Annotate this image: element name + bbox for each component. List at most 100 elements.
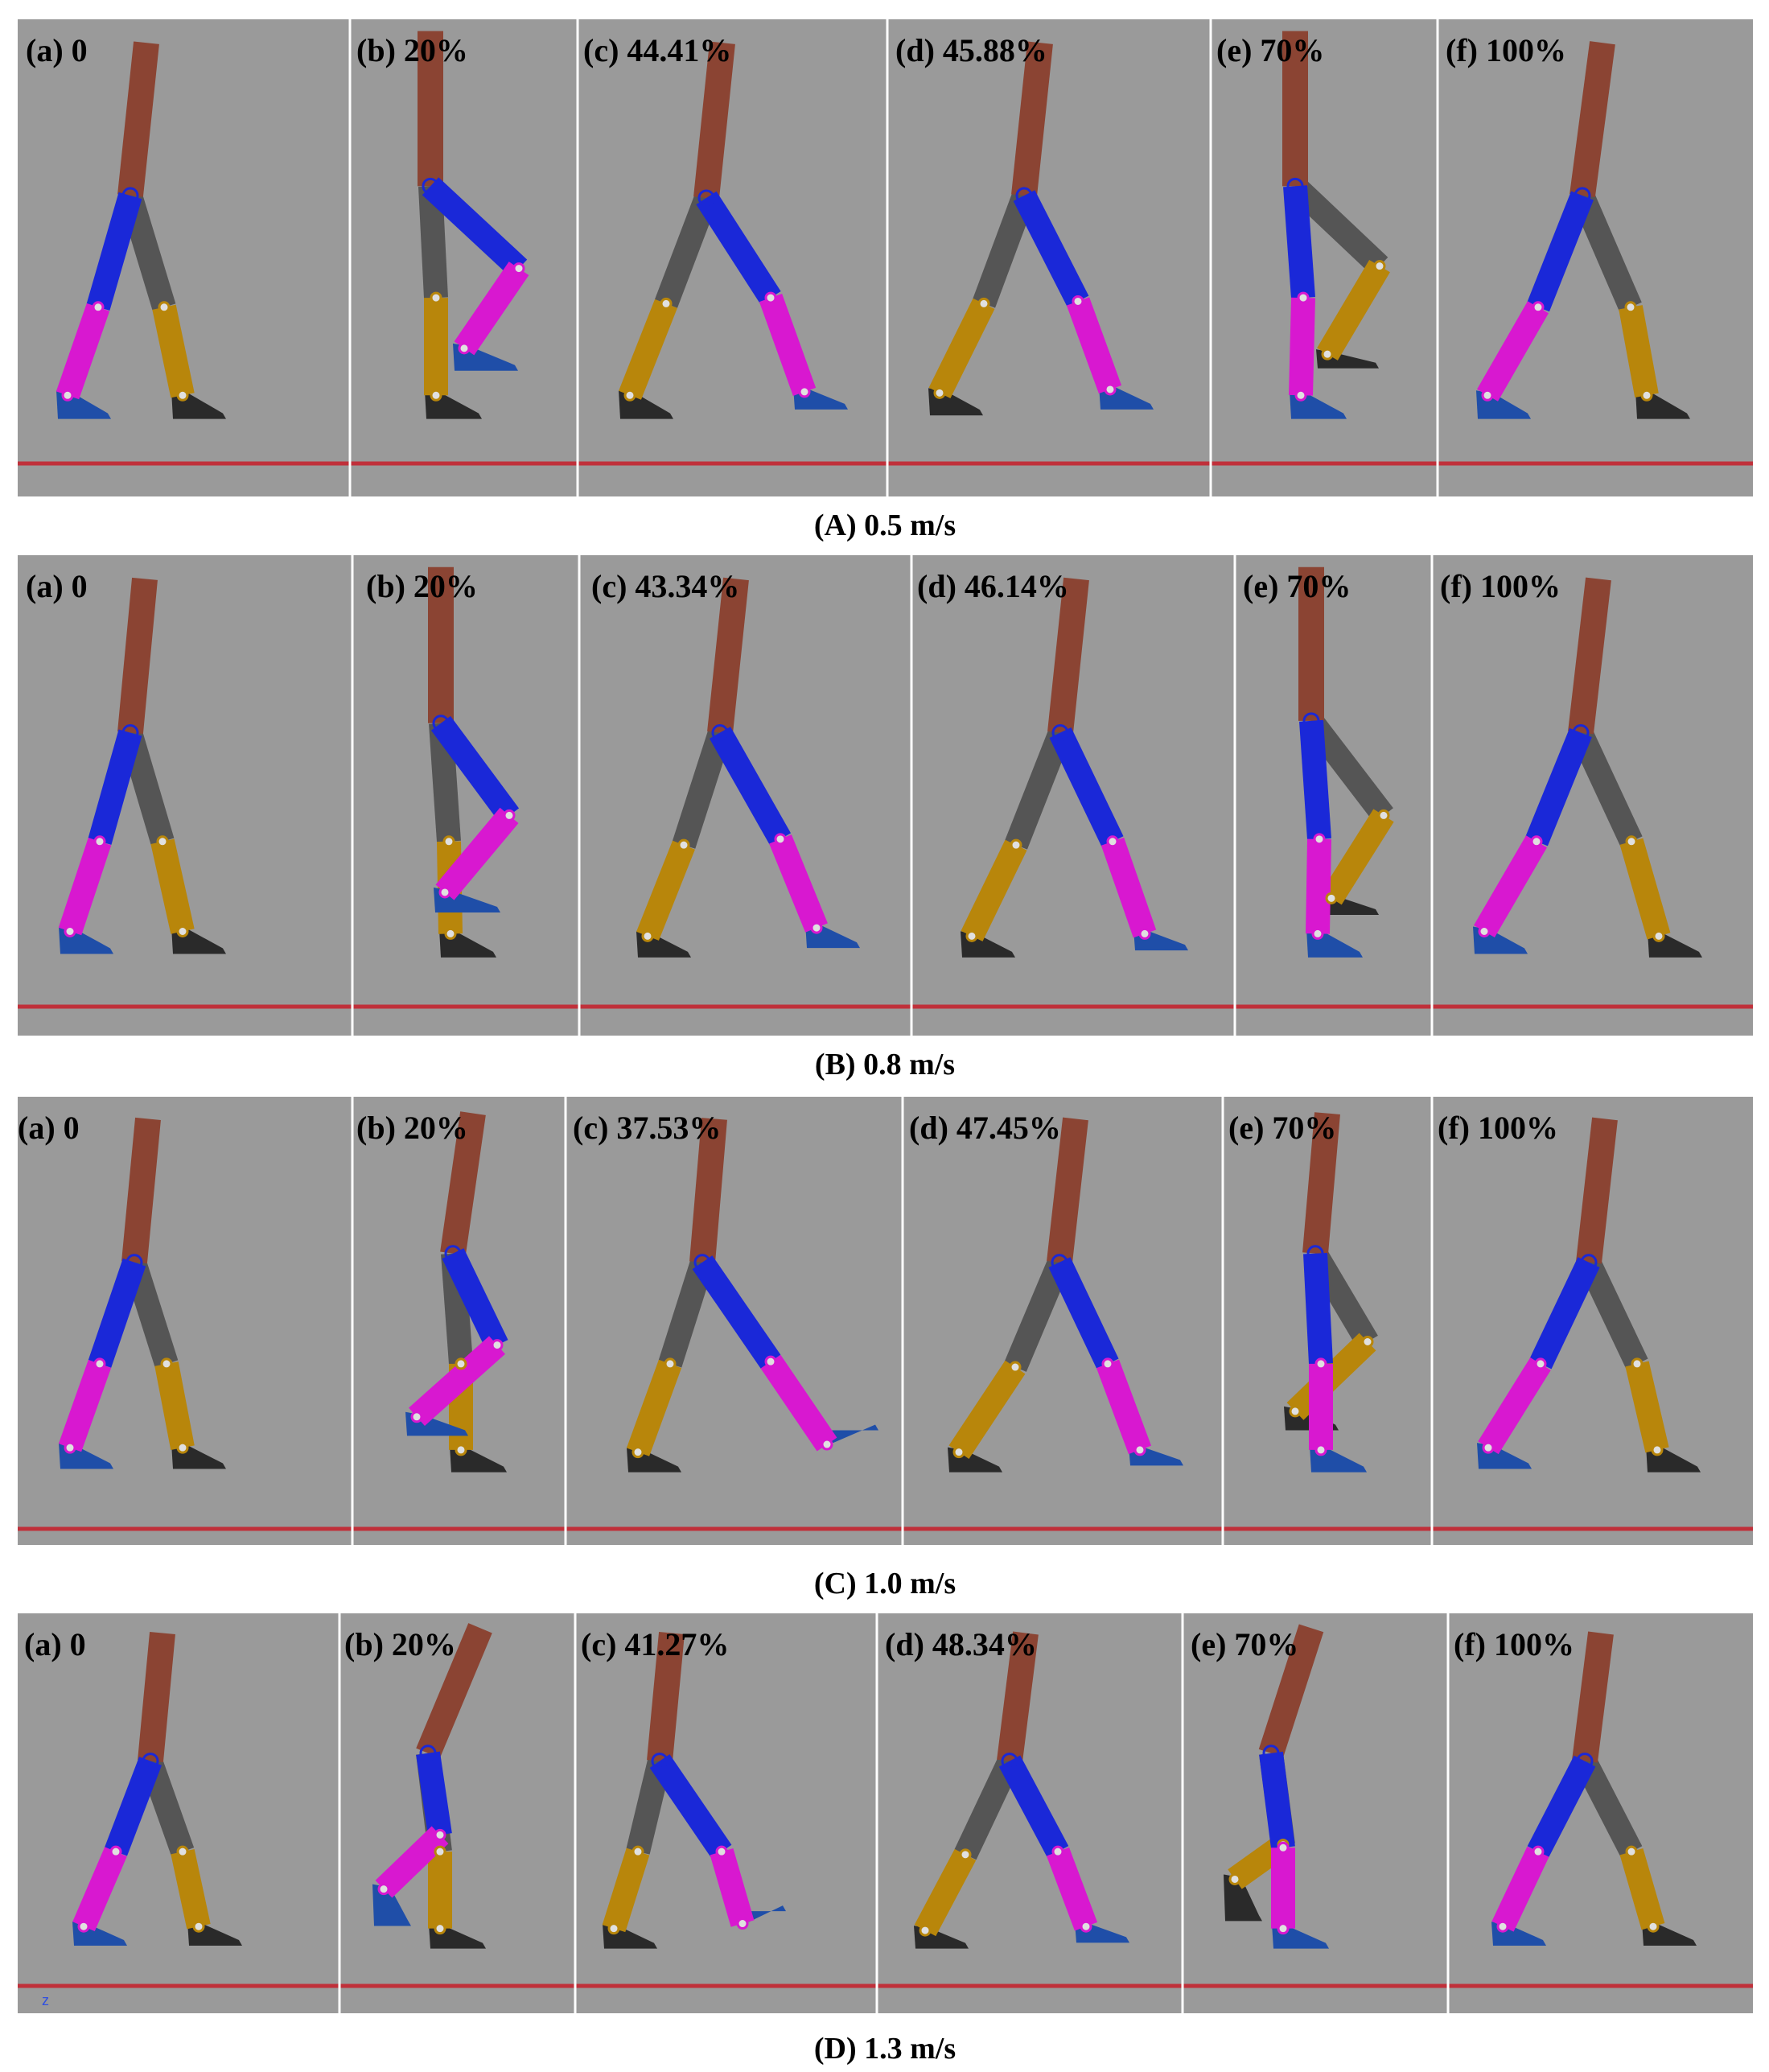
right-thigh (422, 177, 528, 278)
right-shank (1289, 297, 1315, 396)
right-knee-joint (1532, 1845, 1545, 1858)
frame-label: (f) 100% (1440, 568, 1561, 604)
right-shank (760, 1354, 837, 1452)
frame-label: (d) 45.88% (895, 32, 1047, 68)
hip-joint (1262, 1745, 1280, 1762)
right-thigh (1259, 1751, 1295, 1850)
left-ankle-joint (952, 1446, 965, 1459)
left-knee-joint (176, 1845, 189, 1858)
right-ankle-joint (736, 1918, 749, 1930)
left-knee-joint (977, 297, 990, 310)
trunk (440, 1111, 486, 1256)
left-ankle-joint (444, 927, 457, 940)
right-shank (1306, 838, 1331, 934)
frame-label: (e) 70% (1191, 1626, 1298, 1662)
left-ankle-joint (919, 1924, 932, 1937)
left-ankle-joint (631, 1446, 644, 1459)
right-knee-joint (1106, 835, 1119, 848)
trunk (416, 1623, 492, 1758)
left-knee-joint (430, 291, 442, 304)
left-thigh (1578, 1257, 1648, 1370)
left-ankle-joint (1228, 1872, 1241, 1885)
right-shank (1478, 1357, 1551, 1455)
gait-frame: (b) 20% (366, 566, 520, 958)
right-shank (409, 1336, 505, 1426)
right-shank (454, 262, 529, 356)
row-background (18, 555, 1753, 1036)
trunk (1572, 1631, 1614, 1763)
speed-row: (a) 0 (b) 20% (c) 37.53% (d) 47.45% (e) 70% (… (18, 1097, 1753, 1600)
hip-joint (693, 1254, 711, 1271)
frame-label: (b) 20% (344, 1626, 456, 1662)
left-thigh (954, 1756, 1021, 1860)
hip-joint (1574, 187, 1591, 204)
right-ankle-joint (1080, 1920, 1092, 1933)
frame-label: (c) 37.53% (573, 1110, 721, 1146)
trunk (693, 41, 735, 200)
right-ankle-joint (1133, 1444, 1146, 1456)
trunk (117, 41, 159, 197)
right-ankle-joint (1482, 1441, 1495, 1454)
right-shank (769, 834, 828, 933)
hip-joint (651, 1753, 669, 1770)
left-shank (928, 298, 995, 399)
gait-frame: (c) 44.41% (583, 32, 848, 419)
right-thigh (86, 192, 142, 311)
hip-joint (432, 715, 450, 732)
frame-label: (c) 41.27% (581, 1626, 729, 1662)
frame-label: (f) 100% (1454, 1626, 1574, 1662)
right-ankle-joint (1314, 1444, 1327, 1456)
frame-label: (a) 0 (26, 32, 88, 68)
left-shank (1619, 838, 1671, 940)
right-knee-joint (1051, 1845, 1064, 1858)
left-knee-joint (1377, 809, 1390, 822)
left-knee-joint (1625, 835, 1638, 848)
frame-label: (e) 70% (1216, 32, 1324, 68)
frame-label: (a) 0 (26, 568, 88, 604)
right-knee-joint (92, 301, 105, 314)
left-shank (171, 1849, 211, 1930)
left-knee-joint (677, 838, 690, 851)
left-ankle-joint (1289, 1405, 1302, 1418)
left-shank (1317, 259, 1390, 360)
left-thigh (1005, 728, 1072, 850)
left-thigh (1574, 1755, 1643, 1858)
right-knee-joint (109, 1845, 122, 1858)
left-knee-joint (631, 1845, 644, 1858)
gait-frame: (c) 37.53% (573, 1110, 878, 1473)
right-ankle-joint (1104, 383, 1117, 396)
hip-joint (1306, 1245, 1324, 1263)
hip-joint (697, 189, 715, 207)
row-background (18, 19, 1753, 496)
frame-label: (c) 44.41% (583, 32, 731, 68)
hip-joint (1015, 187, 1033, 204)
gait-frame: (f) 100% (1446, 32, 1690, 419)
gait-frame: (e) 70% (1191, 1624, 1329, 1949)
left-ankle-joint (176, 389, 189, 402)
right-ankle-joint (1496, 1920, 1509, 1933)
right-knee-joint (1534, 1357, 1547, 1370)
right-thigh (649, 1754, 732, 1859)
left-ankle-joint (176, 1441, 189, 1454)
right-ankle-joint (438, 886, 451, 899)
gait-frame: (b) 20% (344, 1623, 492, 1949)
right-thigh (1529, 1257, 1600, 1370)
frame-label: (f) 100% (1446, 32, 1566, 68)
left-ankle-joint (455, 1444, 467, 1456)
left-shank (626, 1359, 682, 1456)
right-knee-joint (1101, 1357, 1114, 1370)
right-ankle-joint (1294, 389, 1307, 402)
left-knee-joint (664, 1357, 677, 1370)
right-ankle-joint (77, 1920, 90, 1933)
frame-label: (e) 70% (1228, 1110, 1336, 1146)
right-shank (1066, 297, 1122, 394)
gait-frame: (d) 46.14% (917, 568, 1188, 958)
hip-joint (121, 187, 139, 204)
left-ankle-joint (434, 1922, 446, 1935)
left-thigh (972, 191, 1036, 308)
right-knee-joint (93, 1357, 106, 1370)
row-background (18, 1097, 1753, 1545)
right-ankle-joint (64, 925, 76, 937)
right-ankle-joint (821, 1438, 833, 1451)
left-thigh (1569, 727, 1643, 847)
